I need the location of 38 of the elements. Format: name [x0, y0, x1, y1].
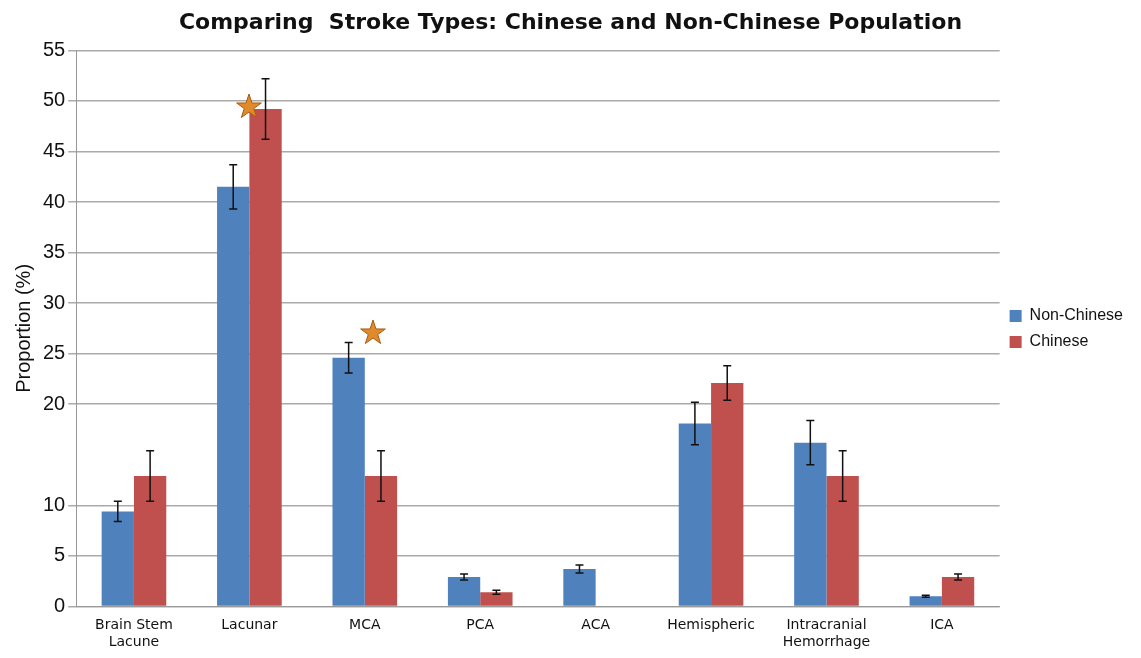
x-tick-label: ACA — [581, 616, 611, 633]
bar — [794, 442, 827, 606]
x-tick-label: Brain Stem Lacune — [95, 616, 173, 650]
bar — [364, 475, 398, 606]
y-tick-label: 40 — [43, 189, 66, 212]
x-tick-label: Hemispheric — [667, 616, 755, 633]
x-tick-label: PCA — [466, 616, 495, 633]
bar — [826, 475, 859, 606]
y-tick-label: 45 — [43, 139, 66, 162]
legend-label: Non-Chinese — [1029, 306, 1124, 324]
y-tick-label: 35 — [43, 240, 66, 263]
bar — [101, 511, 134, 606]
x-tick-label: MCA — [349, 616, 381, 633]
bar — [447, 577, 481, 606]
bar — [249, 109, 282, 606]
bar — [332, 357, 365, 606]
y-tick-label: 0 — [54, 593, 66, 616]
bar — [678, 423, 712, 606]
y-tick-label: 55 — [43, 37, 66, 60]
x-tick-label: Intracranial Hemorrhage — [782, 616, 871, 650]
x-tick-label: ICA — [930, 616, 955, 633]
bar — [711, 382, 744, 606]
chart-title: Comparing Stroke Types: Chinese and Non-Chinese Population — [178, 8, 963, 34]
bar — [480, 592, 513, 606]
legend-label: Chinese — [1029, 332, 1089, 350]
bar — [217, 186, 250, 606]
x-tick-label: Lacunar — [221, 616, 278, 633]
bar — [909, 596, 942, 606]
bar — [133, 475, 167, 606]
y-tick-label: 30 — [43, 290, 66, 313]
y-tick-label: 10 — [43, 492, 66, 515]
y-tick-label: 25 — [43, 341, 66, 364]
bar — [941, 577, 975, 606]
y-tick-label: 50 — [43, 88, 66, 111]
y-tick-label: 20 — [43, 391, 66, 414]
y-tick-label: 5 — [54, 543, 66, 566]
y-axis-title: Proportion (%) — [11, 263, 34, 393]
bar — [563, 569, 596, 606]
